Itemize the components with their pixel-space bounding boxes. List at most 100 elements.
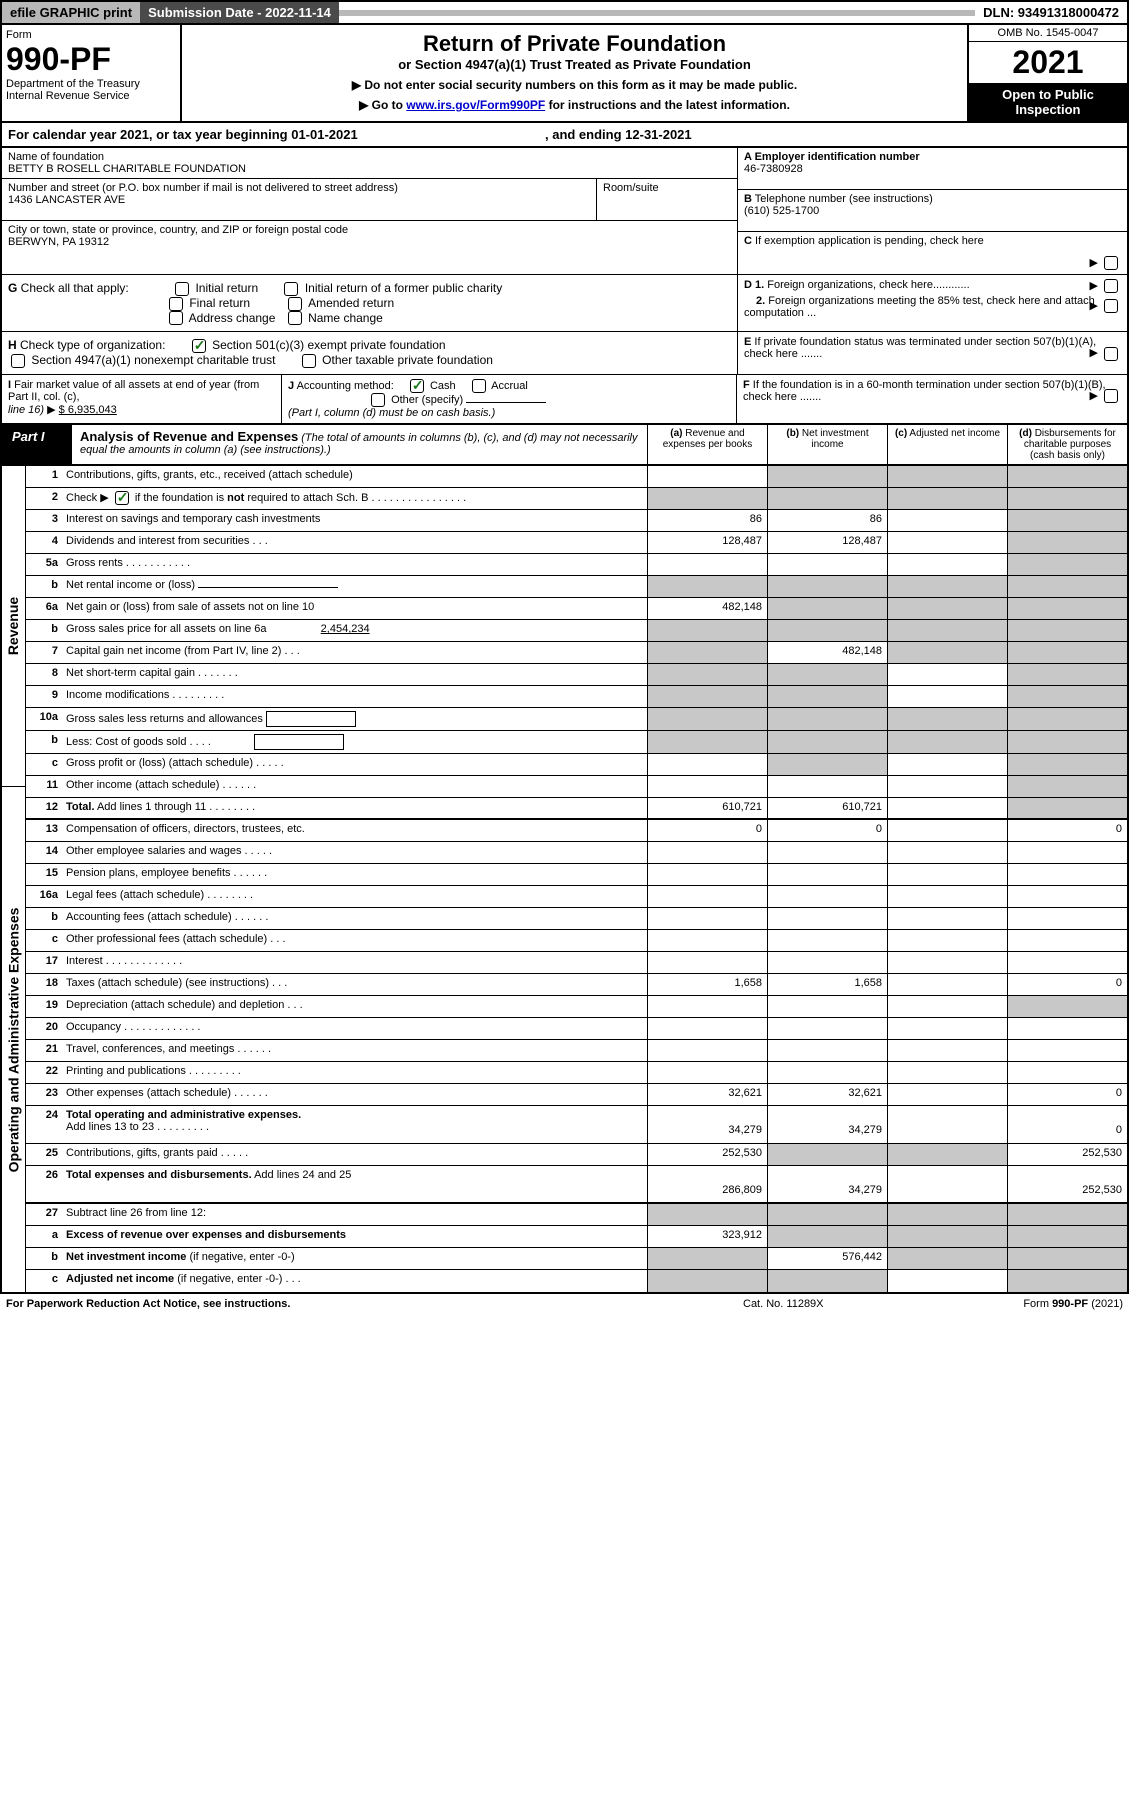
exemption-checkbox[interactable] — [1104, 256, 1118, 270]
foundation-name: BETTY B ROSELL CHARITABLE FOUNDATION — [8, 163, 731, 175]
instruction-2: ▶ Go to www.irs.gov/Form990PF for instru… — [188, 98, 961, 112]
name-label: Name of foundation — [8, 151, 731, 163]
row-17-label: Interest . . . . . . . . . . . . . — [62, 952, 647, 973]
form-number: 990-PF — [6, 41, 176, 78]
row-10c-label: Gross profit or (loss) (attach schedule)… — [62, 754, 647, 775]
catalog-number: Cat. No. 11289X — [743, 1298, 943, 1310]
dln: DLN: 93491318000472 — [975, 2, 1127, 23]
row-25-label: Contributions, gifts, grants paid . . . … — [62, 1144, 647, 1165]
row-6a-label: Net gain or (loss) from sale of assets n… — [62, 598, 647, 619]
city-state-zip: BERWYN, PA 19312 — [8, 236, 731, 248]
row-26-label: Total expenses and disbursements. Add li… — [62, 1166, 647, 1202]
amended-return-checkbox[interactable] — [288, 297, 302, 311]
other-method-checkbox[interactable] — [371, 393, 385, 407]
row-2-label: Check ▶ if the foundation is not require… — [62, 488, 647, 509]
col-c-header: Adjusted net income — [909, 428, 1000, 439]
row-19-label: Depreciation (attach schedule) and deple… — [62, 996, 647, 1017]
paperwork-notice: For Paperwork Reduction Act Notice, see … — [6, 1298, 743, 1310]
row-7-label: Capital gain net income (from Part IV, l… — [62, 642, 647, 663]
foreign-85-label: Foreign organizations meeting the 85% te… — [744, 295, 1095, 319]
submission-date: Submission Date - 2022-11-14 — [140, 2, 339, 23]
entity-info: Name of foundation BETTY B ROSELL CHARIT… — [0, 148, 1129, 274]
spacer — [339, 10, 975, 16]
part-title: Analysis of Revenue and Expenses — [80, 429, 298, 444]
part-label: Part I — [2, 425, 72, 464]
initial-former-checkbox[interactable] — [284, 282, 298, 296]
form-header: Form 990-PF Department of the Treasury I… — [0, 25, 1129, 123]
row-20-label: Occupancy . . . . . . . . . . . . . — [62, 1018, 647, 1039]
row-27c-label: Adjusted net income (if negative, enter … — [62, 1270, 647, 1292]
4947-checkbox[interactable] — [11, 354, 25, 368]
addr-label: Number and street (or P.O. box number if… — [8, 182, 590, 194]
row-16c-label: Other professional fees (attach schedule… — [62, 930, 647, 951]
revenue-sidebar: Revenue — [6, 597, 22, 655]
section-ijf: I Fair market value of all assets at end… — [0, 375, 1129, 425]
row-27a-label: Excess of revenue over expenses and disb… — [62, 1226, 647, 1247]
row-11-label: Other income (attach schedule) . . . . .… — [62, 776, 647, 797]
sch-b-checkbox[interactable] — [115, 491, 129, 505]
efile-label: efile GRAPHIC print — [2, 2, 140, 23]
expenses-sidebar: Operating and Administrative Expenses — [6, 907, 22, 1172]
dept-treasury: Department of the Treasury — [6, 78, 176, 90]
status-terminated-checkbox[interactable] — [1104, 347, 1118, 361]
row-22-label: Printing and publications . . . . . . . … — [62, 1062, 647, 1083]
foreign-85-checkbox[interactable] — [1104, 299, 1118, 313]
row-16a-label: Legal fees (attach schedule) . . . . . .… — [62, 886, 647, 907]
part-1-table: Revenue Operating and Administrative Exp… — [0, 466, 1129, 1294]
row-5b-label: Net rental income or (loss) — [62, 576, 647, 597]
row-21-label: Travel, conferences, and meetings . . . … — [62, 1040, 647, 1061]
col-b-header: Net investment income — [802, 428, 869, 450]
row-23-label: Other expenses (attach schedule) . . . .… — [62, 1084, 647, 1105]
part-1-header: Part I Analysis of Revenue and Expenses … — [0, 425, 1129, 466]
accrual-checkbox[interactable] — [472, 379, 486, 393]
foreign-org-checkbox[interactable] — [1104, 279, 1118, 293]
row-14-label: Other employee salaries and wages . . . … — [62, 842, 647, 863]
row-5a-label: Gross rents . . . . . . . . . . . — [62, 554, 647, 575]
ein-value: 46-7380928 — [744, 163, 1121, 175]
60-month-label: If the foundation is in a 60-month termi… — [743, 379, 1106, 403]
ein-label: A Employer identification number — [744, 151, 1121, 163]
city-label: City or town, state or province, country… — [8, 224, 731, 236]
row-15-label: Pension plans, employee benefits . . . .… — [62, 864, 647, 885]
status-terminated-label: If private foundation status was termina… — [744, 336, 1096, 360]
omb-number: OMB No. 1545-0047 — [969, 25, 1127, 42]
street-address: 1436 LANCASTER AVE — [8, 194, 590, 206]
row-3-label: Interest on savings and temporary cash i… — [62, 510, 647, 531]
form-label: Form — [6, 29, 176, 41]
tax-year: 2021 — [969, 42, 1127, 83]
room-label: Room/suite — [603, 182, 731, 194]
top-bar: efile GRAPHIC print Submission Date - 20… — [0, 0, 1129, 25]
form-ref: Form 990-PF (2021) — [943, 1298, 1123, 1310]
form-title: Return of Private Foundation — [188, 31, 961, 57]
row-10b-label: Less: Cost of goods sold . . . . — [62, 731, 647, 753]
dept-irs: Internal Revenue Service — [6, 90, 176, 102]
row-12-label: Total. Add lines 1 through 11 . . . . . … — [62, 798, 647, 818]
row-16b-label: Accounting fees (attach schedule) . . . … — [62, 908, 647, 929]
cash-checkbox[interactable] — [410, 379, 424, 393]
name-change-checkbox[interactable] — [288, 311, 302, 325]
irs-link[interactable]: www.irs.gov/Form990PF — [406, 98, 545, 112]
fmv-label: Fair market value of all assets at end o… — [8, 379, 259, 403]
other-taxable-checkbox[interactable] — [302, 354, 316, 368]
row-6b-label: Gross sales price for all assets on line… — [62, 620, 647, 641]
row-13-label: Compensation of officers, directors, tru… — [62, 820, 647, 841]
address-change-checkbox[interactable] — [169, 311, 183, 325]
row-18-label: Taxes (attach schedule) (see instruction… — [62, 974, 647, 995]
initial-return-checkbox[interactable] — [175, 282, 189, 296]
exemption-pending-label: If exemption application is pending, che… — [752, 235, 984, 247]
row-10a-label: Gross sales less returns and allowances — [62, 708, 647, 730]
calendar-year-line: For calendar year 2021, or tax year begi… — [0, 123, 1129, 148]
form-subtitle: or Section 4947(a)(1) Trust Treated as P… — [188, 57, 961, 72]
row-27b-label: Net investment income (if negative, ente… — [62, 1248, 647, 1269]
row-4-label: Dividends and interest from securities .… — [62, 532, 647, 553]
instruction-1: ▶ Do not enter social security numbers o… — [188, 78, 961, 92]
row-1-label: Contributions, gifts, grants, etc., rece… — [62, 466, 647, 487]
final-return-checkbox[interactable] — [169, 297, 183, 311]
cash-basis-note: (Part I, column (d) must be on cash basi… — [288, 407, 495, 419]
501c3-checkbox[interactable] — [192, 339, 206, 353]
page-footer: For Paperwork Reduction Act Notice, see … — [0, 1294, 1129, 1314]
60-month-checkbox[interactable] — [1104, 389, 1118, 403]
row-24-label: Total operating and administrative expen… — [62, 1106, 647, 1143]
row-8-label: Net short-term capital gain . . . . . . … — [62, 664, 647, 685]
section-h: H Check type of organization: Section 50… — [0, 332, 1129, 375]
